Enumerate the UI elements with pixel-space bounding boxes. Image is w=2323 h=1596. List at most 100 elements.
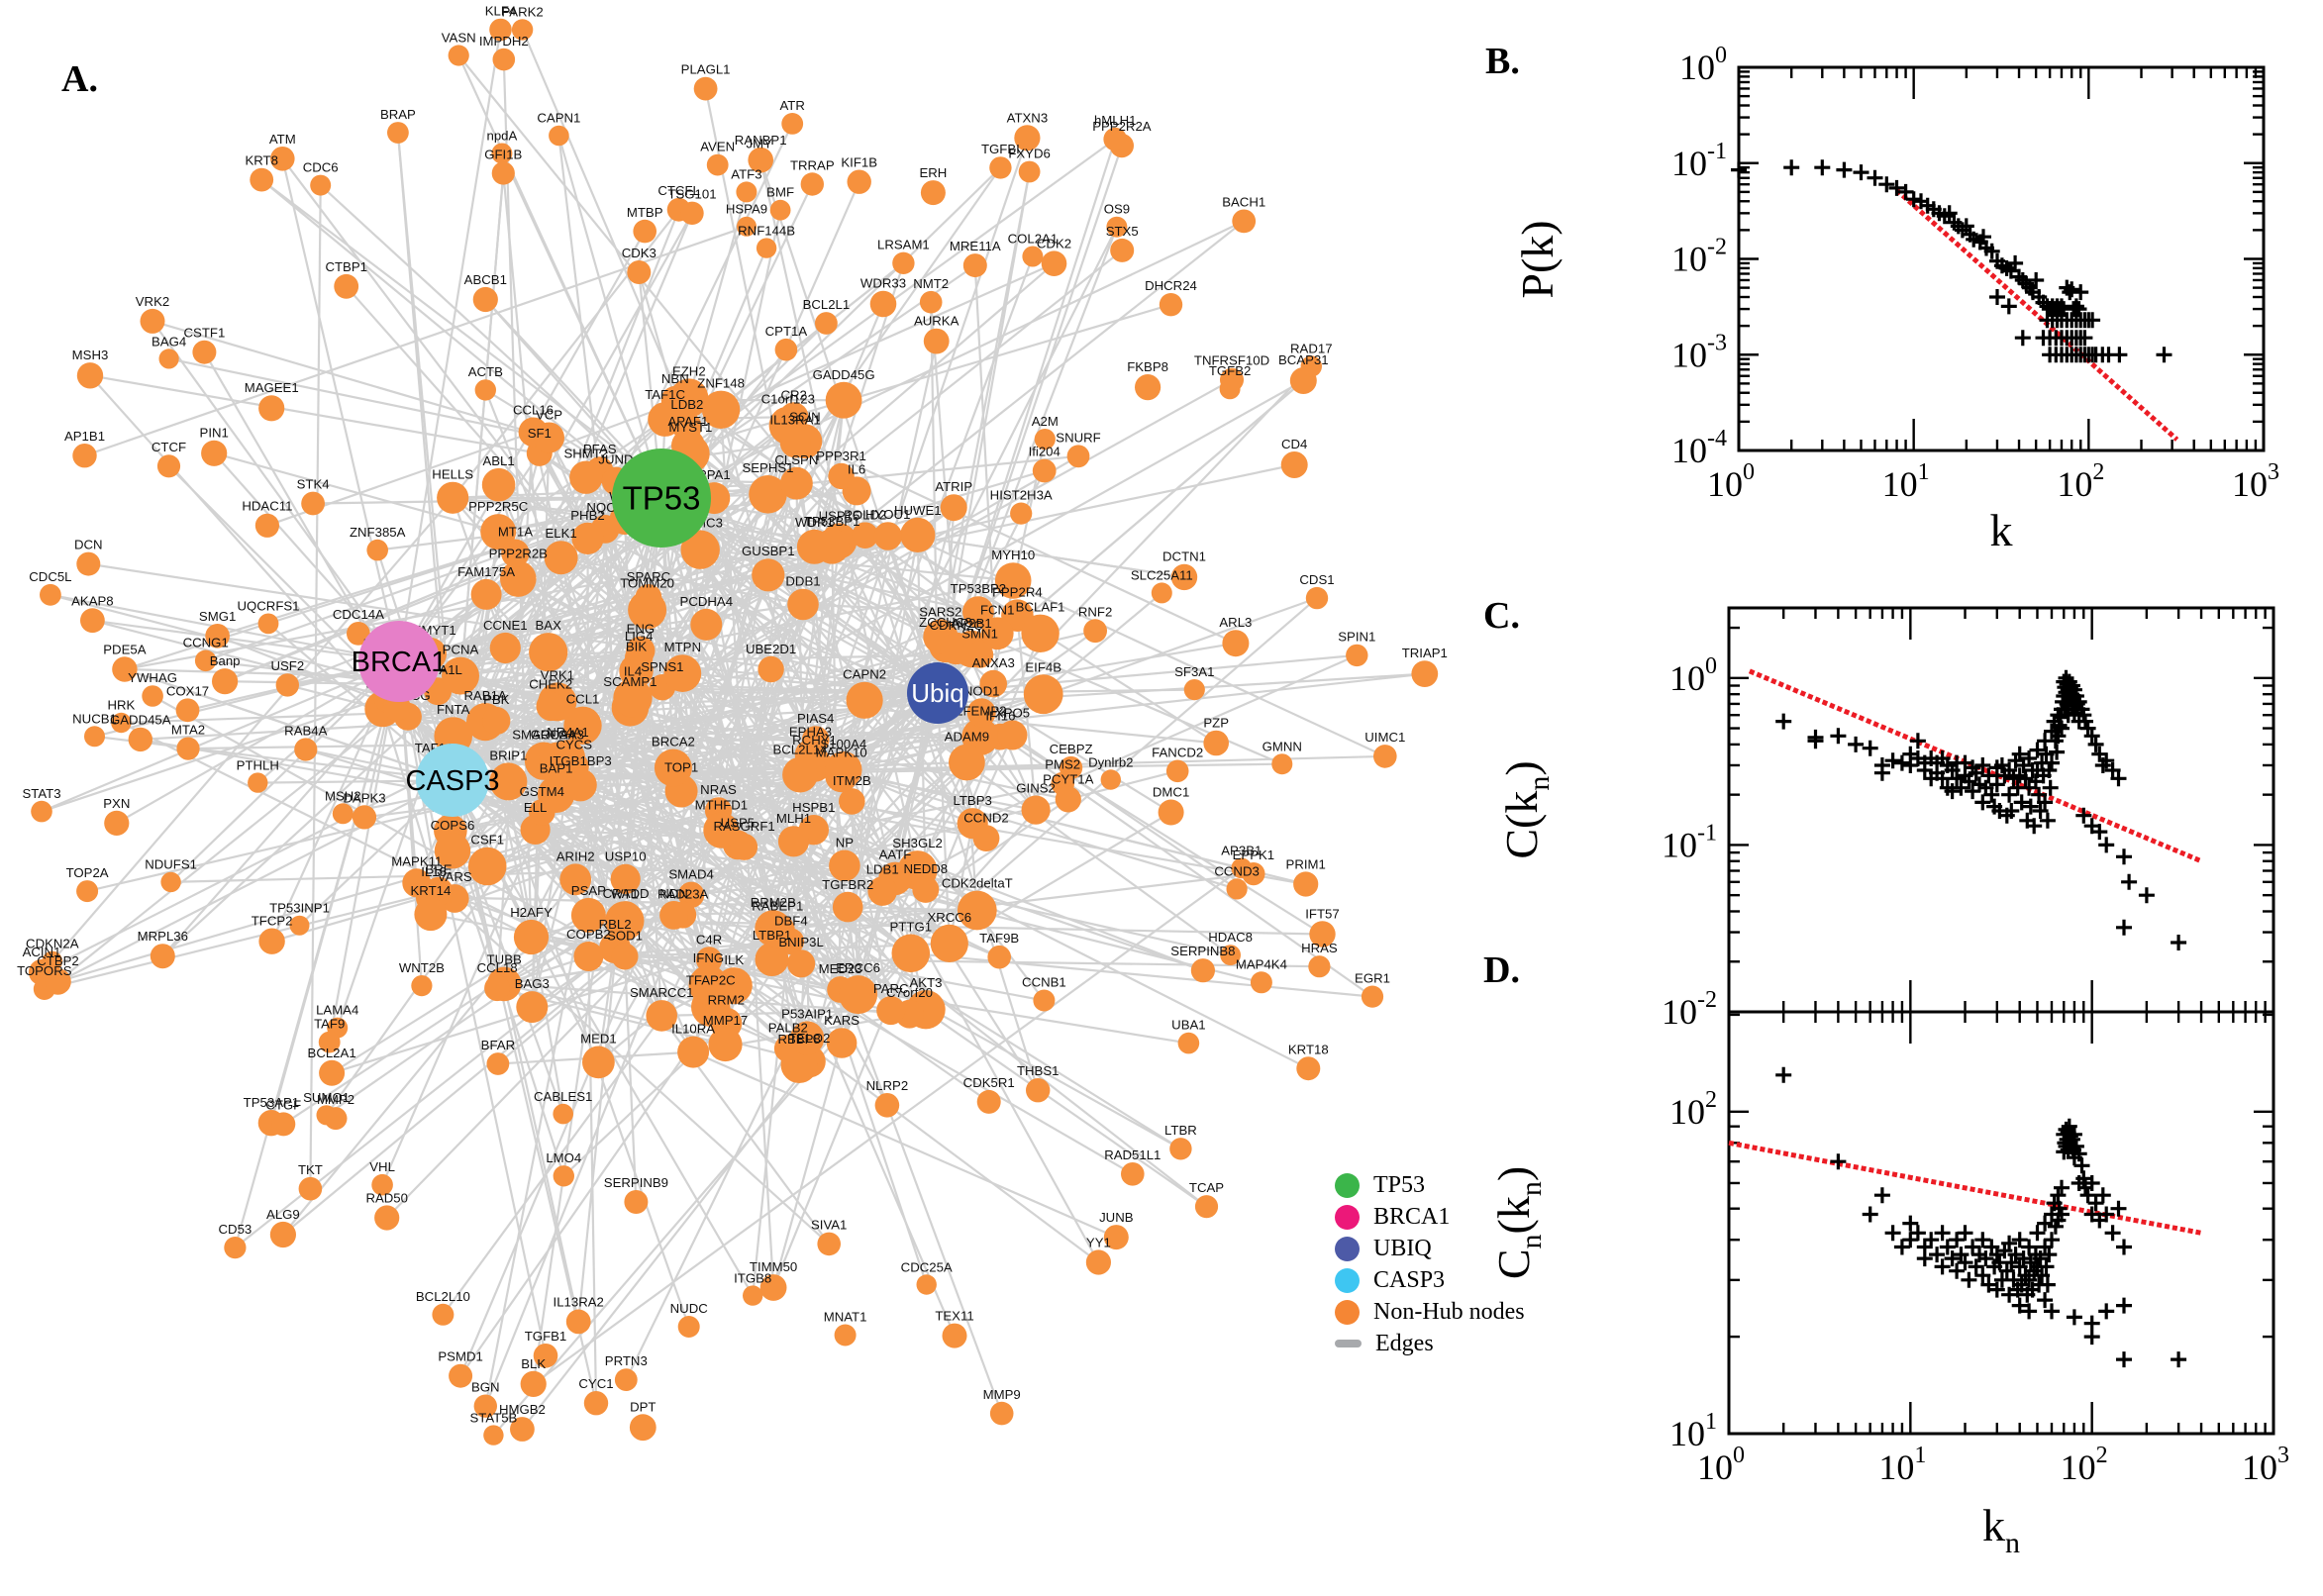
gene-node	[756, 238, 777, 258]
gene-node-label: MLH1	[776, 811, 811, 826]
gene-node-label: NUCB1	[72, 711, 117, 726]
gene-node-label: PBK	[483, 692, 510, 707]
gene-node	[867, 876, 897, 906]
gene-node	[473, 1394, 497, 1418]
gene-node-label: TNFRSF10D	[1194, 353, 1269, 368]
gene-node	[1151, 582, 1172, 604]
x-axis-title: kn	[1982, 1500, 2020, 1559]
gene-node-label: PXN	[103, 796, 130, 811]
gene-node-label: EZH2	[672, 363, 706, 378]
gene-node-label: AURKA	[914, 314, 960, 329]
gene-node-label: NUDC	[670, 1301, 709, 1316]
gene-node	[839, 788, 865, 815]
gene-node	[470, 578, 502, 610]
gene-node-label: GFI1B	[484, 148, 522, 162]
gene-node-label: WNT2B	[399, 960, 445, 975]
gene-node	[834, 1324, 857, 1347]
gene-node-label: CCNB1	[1022, 975, 1066, 990]
gene-node	[1220, 367, 1244, 392]
gene-node-label: UIMC1	[1364, 730, 1405, 745]
axis-tick-label: 10-3	[1671, 330, 1727, 374]
gene-node	[1177, 1032, 1200, 1054]
gene-node-label: BAP1	[540, 761, 573, 776]
gene-node-label: PZP	[1203, 716, 1229, 731]
gene-node-label: VARS	[438, 869, 472, 884]
gene-node-label: SERPINB8	[1170, 944, 1235, 958]
gene-node	[150, 944, 175, 969]
gene-node-label: CRADD	[603, 886, 650, 901]
gene-node	[701, 390, 741, 429]
gene-node	[258, 395, 285, 422]
gene-node-label: IMPDH2	[479, 34, 529, 49]
gene-node	[486, 1052, 510, 1075]
gene-node-label: LTBP3	[954, 793, 992, 808]
gene-node-label: DDB1	[785, 574, 820, 589]
gene-node	[825, 381, 862, 419]
gene-node-label: TOP1	[664, 760, 698, 775]
gene-node-label: JUNB	[1099, 1210, 1134, 1225]
gene-node	[1021, 614, 1060, 652]
gene-node-label: CDS1	[1299, 572, 1334, 587]
axis-tick-label: 101	[1669, 1409, 1717, 1453]
legend-item-edges: Edges	[1335, 1328, 1525, 1359]
gene-node-label: SCAMP1	[603, 674, 656, 689]
gene-node	[839, 975, 878, 1015]
gene-node	[997, 720, 1028, 750]
gene-node-label: PRTN3	[605, 1353, 648, 1368]
gene-node	[434, 833, 471, 869]
gene-node-label: MMP2	[317, 1092, 354, 1107]
gene-node-label: TGFBI	[981, 142, 1020, 156]
hub-node-ubiq	[907, 662, 968, 724]
gene-node-label: MYST1	[668, 420, 712, 435]
gene-node	[437, 481, 469, 514]
legend-item-ubiq: UBIQ	[1335, 1233, 1525, 1264]
gene-node-label: ZCCHC8	[919, 615, 971, 630]
gene-node	[271, 1112, 296, 1137]
gene-node	[310, 174, 332, 196]
gene-node	[852, 522, 878, 549]
gene-node-label: TELO2	[789, 1031, 831, 1046]
gene-node-label: EFEMP2	[955, 703, 1007, 718]
gene-node-label: KLF4	[485, 4, 517, 19]
gene-node-label: CD53	[219, 1222, 252, 1237]
gene-node-label: BNIP3L	[778, 935, 823, 949]
axis-tick-label: 10-2	[1671, 235, 1727, 279]
gene-node-label: NEDD8	[903, 861, 948, 876]
y-axis-title: C(kn)	[1496, 760, 1556, 858]
gene-node-label: POLD2	[844, 507, 886, 522]
gene-node	[570, 897, 606, 933]
gene-node-label: BCL2L14	[773, 743, 828, 757]
gene-node-label: Dynlrb2	[1088, 754, 1133, 769]
gene-node-label: BFAR	[481, 1038, 515, 1052]
gene-node	[480, 514, 517, 550]
fit-line	[1728, 1140, 2202, 1236]
chart-c: 100 10-1 10-2 C(kn)	[1496, 606, 2275, 1032]
gene-node-label: MTA2	[171, 723, 205, 738]
gene-node	[563, 706, 602, 745]
gene-node-label: GUSBP1	[742, 544, 795, 558]
node-swatch-icon	[1335, 1172, 1360, 1198]
gene-node-label: ENG	[627, 622, 656, 637]
gene-node-label: IFT57	[1305, 906, 1339, 921]
gene-node-label: TAF9	[314, 1017, 345, 1032]
gene-node-label: PIAS4	[797, 711, 834, 726]
gene-node-label: ATRIP	[935, 479, 972, 494]
gene-node-label: PARK2	[501, 4, 543, 19]
gene-node-label: LDB1	[866, 861, 899, 876]
gene-node	[737, 216, 757, 237]
gene-node	[923, 328, 950, 354]
gene-node	[205, 624, 230, 648]
gene-node-label: CABLES1	[534, 1089, 592, 1104]
gene-node	[511, 19, 534, 41]
gene-node-label: BACH1	[1222, 195, 1265, 210]
gene-node	[76, 362, 104, 389]
gene-node	[769, 199, 791, 221]
gene-node-label: BCL2A1	[308, 1046, 356, 1060]
gene-node	[610, 863, 641, 895]
hub-node-label: TP53	[623, 480, 701, 517]
gene-node-label: IFI16	[985, 709, 1015, 724]
gene-node	[1060, 755, 1083, 780]
gene-node	[669, 378, 709, 418]
